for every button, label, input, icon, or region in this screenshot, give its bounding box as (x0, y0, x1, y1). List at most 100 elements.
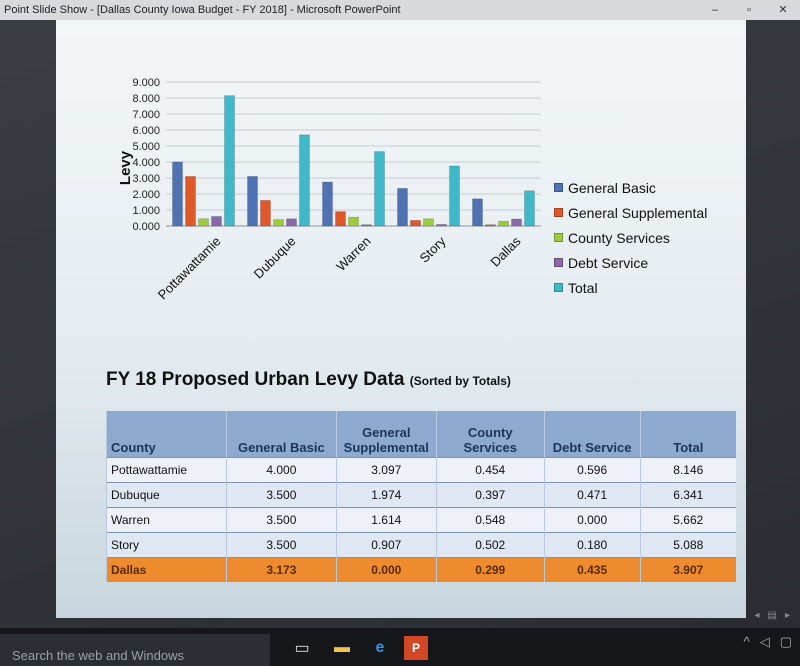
bar-general-supplemental (335, 211, 346, 227)
bar-general-basic (322, 181, 333, 227)
bar-county-services (423, 218, 434, 227)
cell-general-supplemental: 1.614 (335, 506, 437, 532)
cell-general-supplemental: 3.097 (335, 456, 437, 482)
y-tick-label: 7.000 (132, 109, 160, 121)
x-category-label: Dallas (487, 233, 524, 270)
bar-debt-service (361, 224, 372, 227)
system-tray: ^ ◁ ▢ (744, 634, 792, 650)
header-total: Total (639, 411, 736, 457)
cell-general-supplemental: 0.907 (335, 531, 437, 557)
bar-county-services (348, 216, 359, 227)
legend-swatch (554, 233, 563, 242)
legend-label: County Services (568, 229, 670, 246)
bar-total (524, 190, 535, 227)
cell-debt-service: 0.435 (543, 556, 641, 582)
table-subtitle: (Sorted by Totals) (409, 374, 511, 388)
cell-general-supplemental: 0.000 (335, 556, 437, 582)
header-debt-service: Debt Service (543, 411, 641, 457)
cell-general-basic: 4.000 (225, 456, 337, 482)
cell-county: Warren (106, 506, 227, 532)
file-explorer-icon[interactable]: ▬ (334, 639, 350, 656)
menu-icon[interactable]: ▤ (767, 610, 777, 621)
cell-county-services: 0.502 (435, 531, 545, 557)
legend-item: General Basic (554, 175, 707, 200)
header-county: County (106, 411, 227, 457)
legend-item: Total (554, 275, 707, 300)
close-button[interactable]: ✕ (778, 4, 788, 16)
bar-county-services (198, 218, 209, 227)
notification-icon[interactable]: ▢ (779, 634, 792, 649)
table-row: Dallas 3.173 0.000 0.299 0.435 3.907 (106, 556, 736, 582)
powerpoint-icon[interactable]: P (404, 636, 428, 660)
levy-data-table: County General Basic General Supplementa… (106, 411, 736, 582)
bar-general-supplemental (485, 224, 496, 227)
legend-label: General Basic (568, 179, 656, 196)
cell-county: Dubuque (106, 481, 227, 507)
volume-icon[interactable]: ◁ (759, 634, 770, 649)
table-body: Pottawattamie 4.000 3.097 0.454 0.596 8.146 Du… (106, 456, 736, 582)
taskbar: Search the web and Windows ▭ ▬ e P ^ ◁ ▢ (0, 628, 800, 666)
bar-county-services (273, 219, 284, 227)
cell-total: 6.341 (639, 481, 736, 507)
window-controls: – ▫ ✕ (698, 0, 800, 20)
cell-general-supplemental: 1.974 (335, 481, 437, 507)
bar-general-basic (172, 161, 183, 227)
cell-county-services: 0.454 (435, 456, 545, 482)
task-view-icon[interactable]: ▭ (294, 640, 310, 657)
restore-button[interactable]: ▫ (747, 4, 751, 16)
cell-debt-service: 0.180 (543, 531, 641, 557)
cell-county-services: 0.397 (435, 481, 545, 507)
cell-total: 5.088 (639, 531, 736, 557)
legend-swatch (554, 183, 563, 192)
table-row: Pottawattamie 4.000 3.097 0.454 0.596 8.146 (106, 456, 736, 482)
cell-general-basic: 3.173 (225, 556, 337, 582)
cell-county-services: 0.548 (435, 506, 545, 532)
legend-label: Debt Service (568, 254, 649, 271)
bar-general-basic (472, 198, 483, 227)
y-tick-label: 2.000 (132, 189, 160, 201)
y-tick-label: 6.000 (132, 125, 160, 137)
edge-icon[interactable]: e (375, 639, 385, 656)
cell-debt-service: 0.000 (543, 506, 641, 532)
taskbar-search-input[interactable]: Search the web and Windows (0, 634, 270, 666)
chart-legend: General Basic General Supplemental County … (554, 175, 707, 300)
chevron-up-icon[interactable]: ^ (743, 634, 750, 649)
bar-debt-service (436, 224, 447, 227)
bar-general-basic (397, 188, 408, 227)
x-category-label: Story (417, 233, 449, 265)
next-slide-icon[interactable]: ▸ (784, 610, 790, 621)
legend-item: General Supplemental (554, 200, 707, 225)
slideshow-controls: ◂ ▤ ▸ (754, 610, 790, 621)
cell-county: Story (106, 531, 227, 557)
legend-item: County Services (554, 225, 707, 250)
minimize-button[interactable]: – (711, 4, 719, 16)
header-general-supplemental: General Supplemental (335, 411, 437, 457)
y-tick-label: 4.000 (132, 157, 160, 169)
legend-item: Debt Service (554, 250, 707, 275)
y-axis-label: Levy (117, 150, 134, 185)
cell-general-basic: 3.500 (225, 506, 337, 532)
table-row: Dubuque 3.500 1.974 0.397 0.471 6.341 (106, 481, 736, 507)
slide: 0.000 1.000 2.000 3.000 4.000 5.000 6.000 7.000… (56, 20, 746, 618)
table-title: FY 18 Proposed Urban Levy Data (Sorted b… (106, 369, 511, 391)
legend-swatch (554, 283, 563, 292)
table-title-text: FY 18 Proposed Urban Levy Data (106, 369, 405, 390)
y-tick-label: 0.000 (132, 221, 160, 233)
x-category-label: Pottawattamie (155, 234, 224, 303)
bar-general-supplemental (410, 220, 421, 227)
x-category-label: Warren (333, 234, 373, 274)
table-header-row: County General Basic General Supplementa… (106, 411, 736, 457)
bar-debt-service (286, 218, 297, 227)
table-row: Warren 3.500 1.614 0.548 0.000 5.662 (106, 506, 736, 532)
bar-general-basic (247, 176, 258, 227)
cell-total: 5.662 (639, 506, 736, 532)
legend-label: General Supplemental (568, 204, 708, 221)
previous-slide-icon[interactable]: ◂ (754, 610, 760, 621)
y-tick-label: 3.000 (132, 173, 160, 185)
header-county-services: County Services (435, 411, 545, 457)
levy-bar-chart: 0.000 1.000 2.000 3.000 4.000 5.000 6.000 7.000… (117, 77, 541, 303)
cell-total: 8.146 (639, 456, 736, 482)
bar-debt-service (211, 216, 222, 227)
cell-county: Pottawattamie (106, 456, 227, 482)
